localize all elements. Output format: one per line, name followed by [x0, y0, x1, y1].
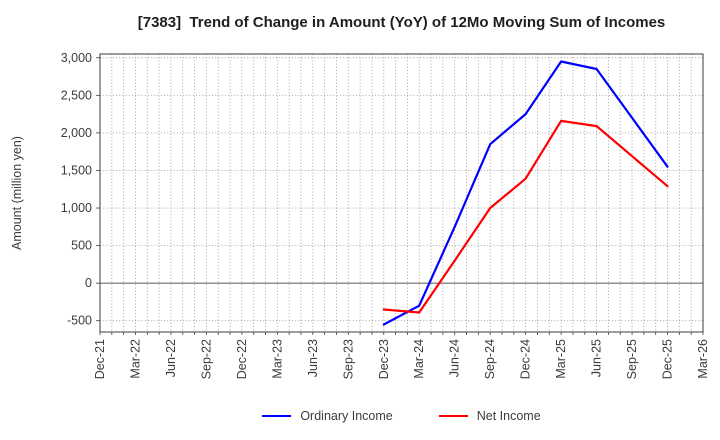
- x-tick-label: Sep-25: [625, 339, 639, 379]
- x-tick-label: Mar-22: [128, 339, 142, 379]
- y-axis: -500 0 500 1,000 1,500 2,000 2,500 3,000: [61, 51, 100, 328]
- x-tick-label: Mar-24: [412, 339, 426, 379]
- grid-horizontal: [100, 57, 703, 322]
- x-tick-label: Dec-22: [235, 339, 249, 379]
- ordinary-income-line: [382, 60, 669, 326]
- x-tick-label: Mar-25: [554, 339, 568, 379]
- x-tick-label: Sep-23: [341, 339, 355, 379]
- y-tick-label: 3,000: [61, 51, 92, 65]
- y-tick-label: 1,000: [61, 201, 92, 215]
- y-tick-label: -500: [67, 314, 92, 328]
- x-tick-label: Jun-25: [590, 339, 604, 377]
- x-tick-label: Jun-22: [164, 339, 178, 377]
- net-income-line: [382, 119, 669, 314]
- y-tick-label: 2,500: [61, 88, 92, 102]
- x-tick-label: Mar-26: [696, 339, 710, 379]
- x-tick-label: Jun-23: [306, 339, 320, 377]
- legend-label-net-income: Net Income: [476, 409, 541, 423]
- x-axis-labels: Dec-21 Mar-22 Jun-22 Sep-22 Dec-22 Mar-23 Jun-…: [93, 339, 710, 379]
- x-tick-label: Dec-25: [661, 339, 675, 379]
- x-tick-label: Dec-24: [519, 339, 533, 379]
- chart-title: [7383] Trend of Change in Amount (YoY) o…: [137, 14, 666, 31]
- ordinary-income-line-swatch: [262, 414, 292, 418]
- x-tick-label: Mar-23: [270, 339, 284, 379]
- y-tick-label: 1,500: [61, 163, 92, 177]
- legend-item-ordinary-income: Ordinary Income: [262, 409, 393, 423]
- x-tick-label: Sep-24: [483, 339, 497, 379]
- y-tick-label: 500: [71, 239, 92, 253]
- x-tick-label: Sep-22: [199, 339, 213, 379]
- plot-border: [99, 53, 704, 333]
- x-tick-label: Dec-23: [377, 339, 391, 379]
- y-tick-label: 0: [85, 276, 92, 290]
- x-tick-label: Dec-21: [93, 339, 107, 379]
- net-income-line-swatch: [438, 414, 468, 418]
- x-tick-label: Jun-24: [448, 339, 462, 377]
- x-axis-ticks: [99, 332, 704, 335]
- chart-legend: Ordinary Income Net Income: [100, 403, 703, 429]
- legend-label-ordinary-income: Ordinary Income: [300, 409, 393, 423]
- y-axis-title: Amount (million yen): [10, 136, 24, 250]
- y-tick-label: 2,000: [61, 126, 92, 140]
- legend-item-net-income: Net Income: [438, 409, 541, 423]
